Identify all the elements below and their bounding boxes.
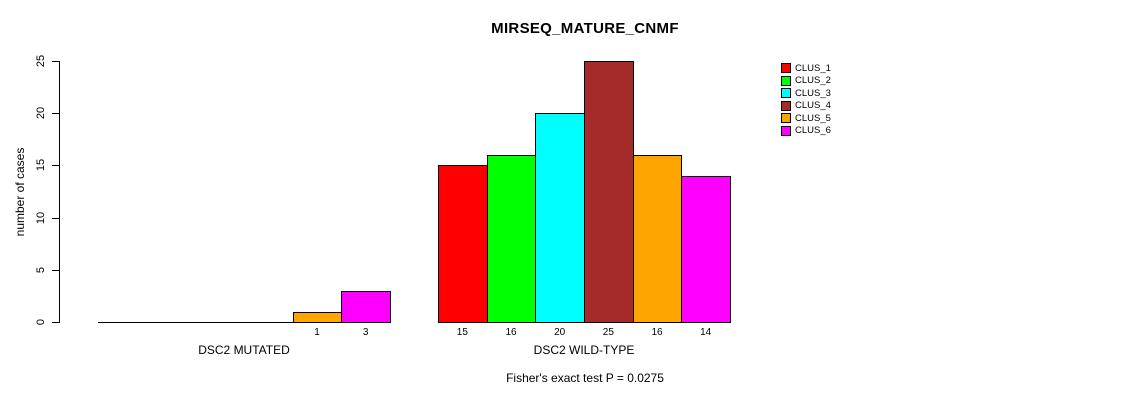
group-baseline [98,322,391,323]
bar-value-label: 3 [362,327,369,338]
group-label-2: DSC2 WILD-TYPE [533,343,635,357]
legend-label: CLUS_2 [795,75,831,87]
y-axis-tick [52,217,60,219]
legend-item: CLUS_6 [781,125,831,138]
y-axis-tick-label: 25 [35,54,47,68]
legend-swatch-clus_3 [781,88,791,99]
bar-value-label: 15 [456,327,468,338]
legend-item: CLUS_4 [781,100,831,113]
y-axis-tick-label: 5 [35,266,47,273]
chart-title: MIRSEQ_MATURE_CNMF [491,20,679,37]
bar-value-label: 14 [700,327,712,338]
y-axis-line [59,61,60,323]
legend-swatch-clus_1 [781,63,791,74]
legend-item: CLUS_2 [781,75,831,88]
legend-label: CLUS_1 [795,62,831,74]
legend: CLUS_1 CLUS_2 CLUS_3 CLUS_4 CLUS_5 CLUS_6 [781,62,831,137]
bar-clus_3 [535,113,585,323]
bar-clus_5 [632,155,683,323]
y-axis-tick [52,322,60,323]
legend-swatch-clus_2 [781,75,791,86]
y-axis-tick [52,165,60,167]
group-label-1: DSC2 MUTATED [198,343,290,357]
fisher-test-annotation: Fisher's exact test P = 0.0275 [506,371,664,385]
bar-clus_5 [292,312,343,323]
y-axis-tick-label: 0 [35,318,47,326]
y-axis-tick [52,269,60,271]
bar-clus_6 [681,176,731,323]
legend-swatch-clus_5 [781,113,791,124]
y-axis-tick-label: 10 [35,211,47,224]
legend-label: CLUS_5 [795,112,831,124]
bar-clus_1 [438,165,488,323]
bar-value-label: 25 [602,327,614,338]
legend-item: CLUS_5 [781,112,831,125]
legend-swatch-clus_6 [781,125,791,136]
legend-label: CLUS_3 [795,87,831,99]
bar-clus_6 [341,291,391,323]
bar-clus_2 [486,155,537,323]
bar-clus_4 [584,61,634,323]
y-axis-tick-label: 20 [35,107,47,120]
bar-value-label: 1 [314,327,320,338]
legend-label: CLUS_4 [795,100,831,112]
legend-swatch-clus_4 [781,100,791,111]
legend-item: CLUS_1 [781,62,831,75]
legend-item: CLUS_3 [781,87,831,100]
legend-label: CLUS_6 [795,125,831,137]
bar-value-label: 20 [554,327,566,338]
y-axis-tick [52,113,60,115]
y-axis-tick [52,61,60,62]
y-axis-tick-label: 15 [35,159,47,172]
bar-value-label: 16 [651,327,663,338]
bar-value-label: 16 [505,327,517,338]
